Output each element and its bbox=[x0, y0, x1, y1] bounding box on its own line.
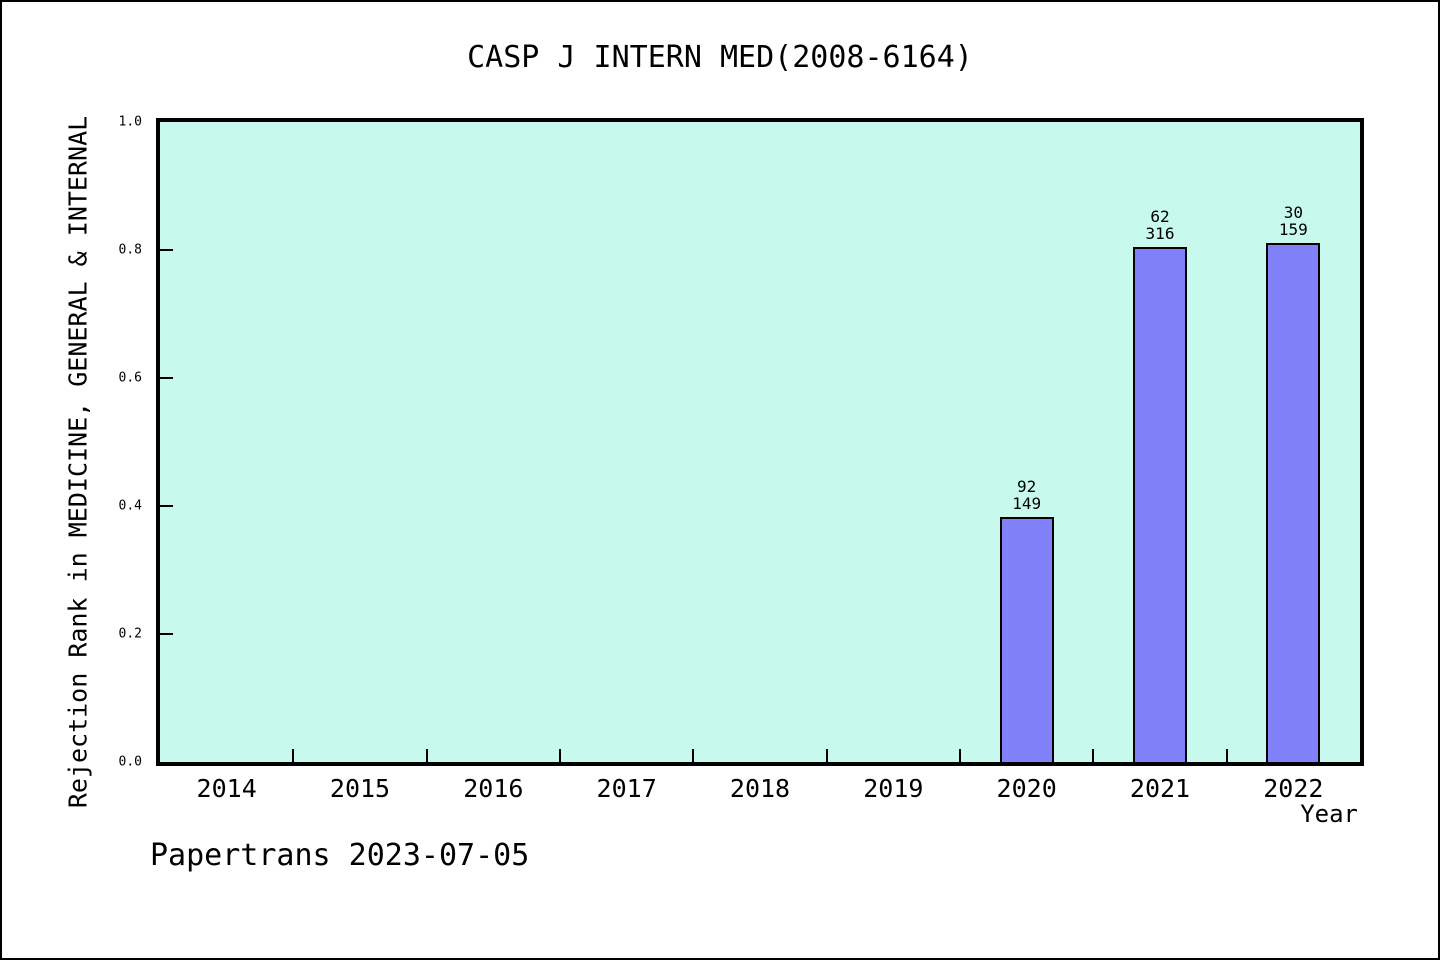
y-tick-label: 1.0 bbox=[118, 114, 142, 130]
x-tick-label: 2017 bbox=[596, 774, 657, 803]
bar-label-2020: 92 149 bbox=[1012, 476, 1042, 513]
x-axis-tick bbox=[1092, 749, 1095, 762]
bar-label-2021: 62 316 bbox=[1145, 207, 1175, 244]
y-tick-label: 0.8 bbox=[118, 242, 142, 258]
x-axis-tick bbox=[825, 749, 828, 762]
bar-label-2022: 30 159 bbox=[1278, 202, 1308, 239]
x-axis-tick bbox=[1225, 749, 1228, 762]
x-axis-label: Year bbox=[1300, 800, 1358, 828]
x-tick-label: 2016 bbox=[463, 774, 524, 803]
x-tick-label: 2022 bbox=[1263, 774, 1324, 803]
x-axis-tick bbox=[425, 749, 428, 762]
y-tick-label: 0.2 bbox=[118, 626, 142, 642]
x-tick-label: 2021 bbox=[1129, 774, 1191, 803]
chart-title: CASP J INTERN MED(2008-6164) bbox=[467, 40, 973, 75]
x-tick-label: 2018 bbox=[729, 774, 791, 803]
x-axis-tick bbox=[559, 749, 561, 762]
y-tick-label: 0.0 bbox=[118, 754, 142, 770]
x-axis-tick bbox=[692, 749, 695, 762]
bar-2022 bbox=[1266, 242, 1321, 762]
y-axis-tick bbox=[160, 633, 173, 635]
x-axis-tick bbox=[959, 749, 961, 762]
y-tick-label: 0.4 bbox=[118, 498, 142, 514]
x-axis-tick bbox=[292, 749, 295, 762]
x-tick-label: 2020 bbox=[996, 774, 1057, 803]
y-axis-tick bbox=[160, 377, 173, 379]
x-tick-label: 2019 bbox=[863, 774, 924, 803]
x-tick-label: 2015 bbox=[329, 774, 391, 803]
y-tick-label: 0.6 bbox=[118, 370, 142, 386]
y-axis-tick bbox=[160, 249, 173, 251]
bar-2020 bbox=[999, 516, 1054, 762]
bar-2021 bbox=[1133, 247, 1187, 762]
watermark-text: Papertrans 2023-07-05 bbox=[150, 838, 530, 873]
y-axis-label: Rejection Rank in MEDICINE, GENERAL & IN… bbox=[63, 115, 93, 809]
y-axis-tick bbox=[160, 505, 173, 507]
x-tick-label: 2014 bbox=[196, 774, 257, 803]
